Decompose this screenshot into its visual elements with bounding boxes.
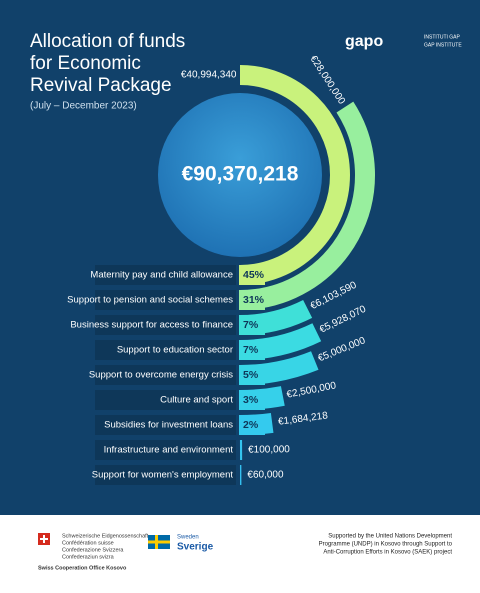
footer-text: Supported by the United Nations Developm…: [328, 534, 452, 540]
sweden-cross: [148, 541, 170, 544]
percent-label: 7%: [243, 319, 259, 331]
footer-text: Programme (UNDP) in Kosovo through Suppo…: [319, 542, 453, 548]
category-label: Support for women's employment: [92, 470, 234, 481]
value-label: €60,000: [247, 469, 284, 480]
category-label: Support to overcome energy crisis: [89, 370, 233, 381]
swiss-cross: [40, 538, 48, 540]
logo: gapo: [345, 33, 383, 50]
footer-text: Confederaziun svizra: [62, 554, 115, 560]
footer-text: Confederazione Svizzera: [62, 547, 124, 553]
percent-label: 31%: [243, 294, 265, 306]
category-label: Subsidies for investment loans: [104, 420, 233, 431]
title: Allocation of funds: [30, 31, 185, 52]
footer-text: Anti-Corruption Efforts in Kosovo (SAEK)…: [323, 550, 452, 556]
logo-text: INSTITUTI GAP: [424, 34, 461, 40]
value-label: €40,994,340: [181, 70, 237, 81]
percent-label: 3%: [243, 394, 259, 406]
category-label: Maternity pay and child allowance: [90, 270, 233, 281]
category-label: Culture and sport: [160, 395, 233, 406]
total: €90,370,218: [182, 163, 299, 186]
logo-text: GAP INSTITUTE: [424, 42, 462, 48]
footer-text: Confédération suisse: [62, 540, 114, 546]
percent-label: 7%: [243, 344, 259, 356]
subtitle: (July – December 2023): [30, 101, 137, 112]
footer-text: Schweizerische Eidgenossenschaft: [62, 533, 149, 539]
title: Revival Package: [30, 75, 172, 96]
category-label: Support to pension and social schemes: [67, 295, 233, 306]
percent-label: 2%: [243, 419, 259, 431]
category-label: Business support for access to finance: [70, 320, 233, 331]
category-label: Infrastructure and environment: [104, 445, 234, 456]
value-label: €100,000: [248, 444, 290, 455]
percent-label: 5%: [243, 369, 259, 381]
category-label: Support to education sector: [117, 345, 233, 356]
title: for Economic: [30, 53, 141, 74]
percent-label: 45%: [243, 269, 265, 281]
footer-text: Sweden: [177, 535, 199, 541]
footer-text: Sverige: [177, 542, 214, 553]
footer-text: Swiss Cooperation Office Kosovo: [38, 565, 127, 571]
